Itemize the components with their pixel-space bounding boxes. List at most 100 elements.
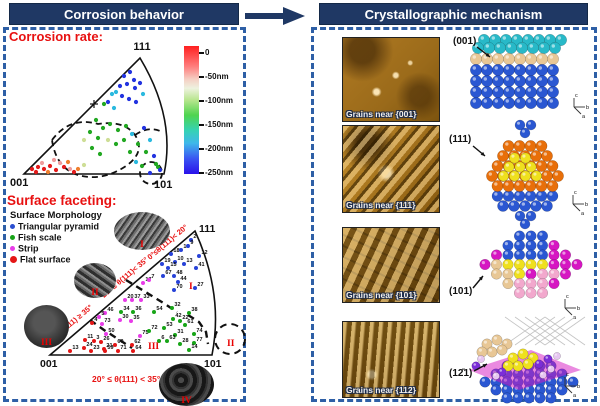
- atom: [502, 249, 514, 261]
- facet-point-label: 53: [166, 322, 172, 328]
- atom: [524, 190, 537, 202]
- facet-point-label: 61: [187, 319, 193, 325]
- atom: [535, 140, 548, 152]
- atom: [508, 200, 520, 212]
- legend-item-label: Fish scale: [18, 232, 62, 243]
- atom: [525, 230, 537, 242]
- facet-point: [130, 343, 134, 347]
- facet-point: [178, 342, 182, 346]
- atom: [536, 53, 548, 65]
- atom: [492, 86, 504, 98]
- rate-point: [127, 149, 133, 155]
- facet-point-label: 36: [135, 306, 141, 312]
- atom: [513, 190, 526, 202]
- facet-point-label: 19: [164, 258, 170, 264]
- atom: [517, 348, 529, 360]
- atom: [547, 64, 559, 76]
- facet-point-label: 27: [197, 282, 203, 288]
- facet-point: [182, 262, 186, 266]
- atom: [546, 180, 559, 192]
- facet-point-label: 48: [176, 270, 182, 276]
- facet-point: [82, 346, 86, 350]
- facet-point: [183, 323, 187, 327]
- atom: [514, 97, 526, 109]
- atom: [547, 53, 559, 65]
- facet-point: [92, 339, 96, 343]
- facet-point-label: 28: [182, 338, 188, 344]
- facet-point-label: 35: [133, 315, 139, 321]
- facet-point: [131, 310, 135, 314]
- rate-point: [126, 96, 132, 102]
- atom: [546, 160, 559, 172]
- atom: [481, 97, 493, 109]
- facet-point: [176, 280, 180, 284]
- atom: [525, 75, 537, 87]
- atom: [513, 277, 526, 290]
- atom: [525, 53, 537, 65]
- rate-point: [87, 129, 93, 135]
- facet-point: [179, 248, 183, 252]
- rate-point: [45, 169, 51, 175]
- atom: [481, 75, 493, 87]
- rate-point: [71, 169, 77, 175]
- atom: [503, 75, 515, 87]
- facet-point: [147, 329, 151, 333]
- rate-point: [93, 117, 99, 123]
- rate-point: [117, 83, 123, 89]
- atom: [503, 161, 515, 173]
- atom: [470, 75, 482, 87]
- facet-point-label: 60: [117, 339, 123, 345]
- right-panel-title: Crystallographic mechanism: [319, 3, 588, 25]
- facet-point: [169, 252, 173, 256]
- atom: [525, 268, 537, 280]
- facet-point: [130, 298, 134, 302]
- atom: [548, 258, 560, 271]
- rate-point: [39, 160, 45, 166]
- rate-point: [81, 137, 87, 143]
- legend-dot-icon: [10, 256, 17, 264]
- facet-point-label: 74: [196, 328, 203, 334]
- svg-text:b: b: [586, 105, 589, 111]
- crystal-model-111: (111) c ba: [449, 119, 588, 230]
- atom: [534, 392, 546, 404]
- facet-point-label: 21: [106, 343, 112, 349]
- rate-point: [89, 145, 95, 151]
- rate-point: [155, 164, 161, 170]
- sem-region-numeral: IV: [181, 396, 192, 406]
- facet-point-label: 26: [103, 336, 109, 342]
- atom: [491, 190, 504, 202]
- atom: [496, 344, 508, 356]
- left-panel-title: Corrosion behavior: [9, 3, 239, 25]
- corner-label-001: 001: [40, 358, 58, 370]
- atom: [525, 249, 537, 261]
- atom: [523, 392, 535, 404]
- atom: [547, 75, 559, 87]
- atom: [536, 258, 549, 271]
- atom: [516, 42, 528, 54]
- atom: [553, 352, 561, 360]
- facet-point-label: 62: [134, 339, 140, 345]
- crystallographic-mechanism-panel: [311, 27, 597, 402]
- colorbar: 0 -50nm -100nm -150nm -200nm -250nm: [184, 44, 246, 180]
- atom: [514, 53, 526, 65]
- facet-point: [119, 310, 123, 314]
- facet-point: [166, 266, 170, 270]
- atom: [491, 160, 504, 172]
- atom: [503, 86, 515, 98]
- afm-image-2: Grains near {101}: [342, 227, 440, 303]
- angle-range-note: 20° ≤ θ(111) < 35°: [92, 374, 161, 384]
- facet-point-label: 4: [94, 317, 98, 323]
- rate-point: [41, 166, 47, 172]
- atom: [494, 42, 506, 54]
- rate-point: [33, 169, 39, 175]
- rate-point: [140, 91, 146, 97]
- facet-point: [162, 326, 166, 330]
- atom: [520, 152, 531, 164]
- atom: [536, 287, 549, 299]
- svg-text:a: a: [573, 393, 577, 399]
- atom: [502, 239, 514, 252]
- svg-text:c: c: [566, 372, 569, 378]
- afm-caption: Grains near {101}: [346, 290, 417, 300]
- rate-point: [100, 125, 106, 131]
- legend-item-label: Triangular pyramid: [18, 221, 100, 232]
